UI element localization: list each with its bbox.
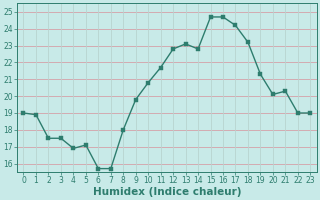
- X-axis label: Humidex (Indice chaleur): Humidex (Indice chaleur): [93, 187, 241, 197]
